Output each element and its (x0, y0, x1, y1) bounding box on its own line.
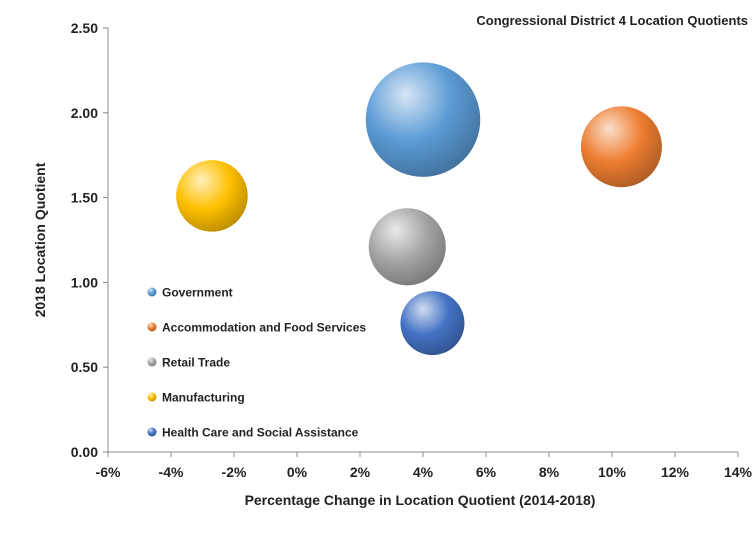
x-tick-label: 12% (661, 464, 690, 480)
legend-label: Government (162, 286, 233, 300)
y-tick-label: 2.00 (71, 105, 98, 121)
legend-marker (147, 427, 157, 437)
y-tick-label: 1.00 (71, 274, 98, 290)
bubble-accommodation-and-food-services[interactable] (580, 106, 662, 188)
axes: 0.00 0.50 1.00 1.50 2.00 2.50 -6% -4% -2% 0% 2% 4% 6… (71, 20, 753, 480)
bubble-health-care-and-social-assistance[interactable] (400, 291, 465, 356)
legend-marker (147, 357, 157, 367)
legend-label: Health Care and Social Assistance (162, 426, 359, 440)
legend-marker (147, 392, 157, 402)
x-tick-label: -2% (222, 464, 247, 480)
bubbles (176, 62, 662, 356)
legend-label: Accommodation and Food Services (162, 321, 366, 335)
x-tick-label: -4% (159, 464, 184, 480)
y-tick-label: 0.00 (71, 444, 98, 460)
y-axis-title: 2018 Location Quotient (32, 162, 48, 317)
y-tick-label: 1.50 (71, 190, 98, 206)
bubble-government[interactable] (365, 62, 481, 177)
y-tick-label: 2.50 (71, 20, 98, 36)
chart-title: Congressional District 4 Location Quotie… (476, 13, 748, 28)
legend: Government Accommodation and Food Service… (147, 286, 366, 440)
legend-label: Manufacturing (162, 391, 245, 405)
x-tick-label: 2% (350, 464, 371, 480)
x-tick-label: 14% (724, 464, 753, 480)
bubble-manufacturing[interactable] (176, 160, 248, 232)
x-tick-label: -6% (96, 464, 121, 480)
legend-label: Retail Trade (162, 356, 230, 370)
x-tick-label: 8% (539, 464, 560, 480)
legend-marker (147, 287, 157, 297)
x-axis-title: Percentage Change in Location Quotient (… (245, 492, 596, 508)
x-tick-label: 10% (598, 464, 627, 480)
x-tick-label: 0% (287, 464, 308, 480)
legend-marker (147, 322, 157, 332)
y-tick-label: 0.50 (71, 359, 98, 375)
bubble-retail-trade[interactable] (368, 208, 446, 286)
x-tick-label: 6% (476, 464, 497, 480)
x-tick-label: 4% (413, 464, 434, 480)
